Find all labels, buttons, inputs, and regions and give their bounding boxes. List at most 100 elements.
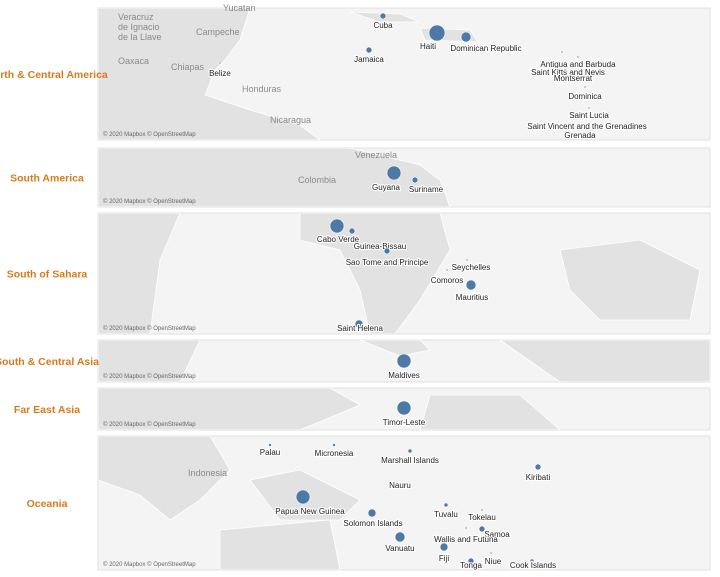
place-marker <box>411 176 419 184</box>
place-label: Nauru <box>389 481 411 490</box>
land <box>219 519 341 570</box>
basemap-label: Campeche <box>196 27 240 37</box>
place-label: Papua New Guinea <box>275 507 345 516</box>
map-panel: Venezuela Colombia Guyana Suriname © 2020 Ma… <box>97 147 711 208</box>
place-marker <box>489 551 493 555</box>
place-label: Tokelau <box>468 513 496 522</box>
land <box>98 436 231 521</box>
place-marker <box>348 227 356 235</box>
map-credit: © 2020 Mapbox © OpenStreetMap <box>103 198 196 205</box>
place-label: Tonga <box>460 561 482 570</box>
place-marker <box>396 353 412 369</box>
land <box>98 388 361 430</box>
place-label: Grenada <box>564 131 596 140</box>
basemap-label: Oaxaca <box>118 56 149 66</box>
place-marker <box>407 448 413 454</box>
place-label: Comoros <box>431 276 463 285</box>
place-marker <box>268 443 272 447</box>
map-credit: © 2020 Mapbox © OpenStreetMap <box>103 373 196 380</box>
map-credit: © 2020 Mapbox © OpenStreetMap <box>103 421 196 428</box>
place-label: Suriname <box>409 185 444 194</box>
place-marker <box>460 31 472 43</box>
place-label: Guyana <box>372 183 401 192</box>
place-label: Saint Kitts and Nevis <box>531 68 605 77</box>
place-label: Haiti <box>420 42 436 51</box>
place-label: Tuvalu <box>434 510 458 519</box>
place-label: Dominica <box>568 92 602 101</box>
place-label: Timor-Leste <box>383 418 426 427</box>
land <box>559 239 701 321</box>
place-label: Montserrat <box>554 74 593 83</box>
place-marker <box>386 165 402 181</box>
region-label: Oceania <box>27 498 68 510</box>
place-label: Samoa <box>484 530 510 539</box>
map-credit: © 2020 Mapbox © OpenStreetMap <box>103 561 196 568</box>
place-label: Sao Tome and Principe <box>346 258 429 267</box>
place-marker <box>563 68 567 72</box>
place-label: Fiji <box>439 554 449 563</box>
place-marker <box>465 258 469 262</box>
place-label: Guinea-Bissau <box>354 242 406 251</box>
map-panel: Timor-Leste © 2020 Mapbox © OpenStreetMap <box>97 387 711 431</box>
place-label: Kiribati <box>526 473 551 482</box>
place-label: Solomon Islands <box>343 519 402 528</box>
basemap-label: Veracruz <box>118 12 154 22</box>
place-label: Wallis and Futuna <box>434 535 498 544</box>
place-label: Jamaica <box>354 55 384 64</box>
place-label: Seychelles <box>452 263 491 272</box>
place-marker <box>576 55 580 59</box>
map-panel: Indonesia Palau Micronesia Marshall Islands… <box>97 435 711 571</box>
place-marker <box>379 12 387 20</box>
place-marker <box>464 526 468 530</box>
place-marker <box>529 558 535 564</box>
basemap-label: Yucatan <box>223 3 256 13</box>
place-label: Palau <box>260 448 280 457</box>
place-marker <box>443 502 449 508</box>
basemap-label: Indonesia <box>188 468 227 478</box>
place-marker <box>465 279 477 291</box>
basemap-label: Venezuela <box>355 150 397 160</box>
land <box>98 213 181 334</box>
place-marker <box>383 247 391 255</box>
place-label: Saint Lucia <box>569 111 609 120</box>
map-credit: © 2020 Mapbox © OpenStreetMap <box>103 325 196 332</box>
place-marker <box>365 46 373 54</box>
place-label: Saint Helena <box>337 324 383 333</box>
place-marker <box>560 50 564 54</box>
place-label: Antigua and Barbuda <box>540 60 616 69</box>
region-label: North & Central America <box>0 69 108 81</box>
place-label: Vanuatu <box>385 544 414 553</box>
place-label: Belize <box>209 69 231 78</box>
place-marker <box>428 24 446 42</box>
region-label: South of Sahara <box>7 269 88 281</box>
land <box>98 8 321 140</box>
place-marker <box>467 557 475 565</box>
place-label: Cook Islands <box>510 561 556 570</box>
land <box>299 213 451 334</box>
place-marker <box>367 508 377 518</box>
place-marker <box>445 268 449 272</box>
place-label: Cabo Verde <box>317 235 360 244</box>
place-label: Marshall Islands <box>381 456 439 465</box>
map-credit: © 2020 Mapbox © OpenStreetMap <box>103 131 196 138</box>
place-marker <box>583 85 587 89</box>
basemap-label: Honduras <box>242 84 282 94</box>
place-marker <box>332 443 336 447</box>
place-label: Cuba <box>373 21 393 30</box>
place-marker <box>329 218 345 234</box>
place-label: Micronesia <box>315 449 354 458</box>
place-marker <box>295 489 311 505</box>
basemap-label: Colombia <box>298 175 336 185</box>
place-marker <box>354 319 364 329</box>
place-marker <box>394 531 406 543</box>
land <box>98 340 201 382</box>
region-label: South America <box>10 173 84 185</box>
place-label: Mauritius <box>456 293 488 302</box>
land <box>419 394 561 430</box>
region-label: Far East Asia <box>14 404 80 416</box>
land <box>98 148 451 207</box>
basemap-label: Chiapas <box>171 62 205 72</box>
basemap-label: de Ignacio <box>118 22 160 32</box>
